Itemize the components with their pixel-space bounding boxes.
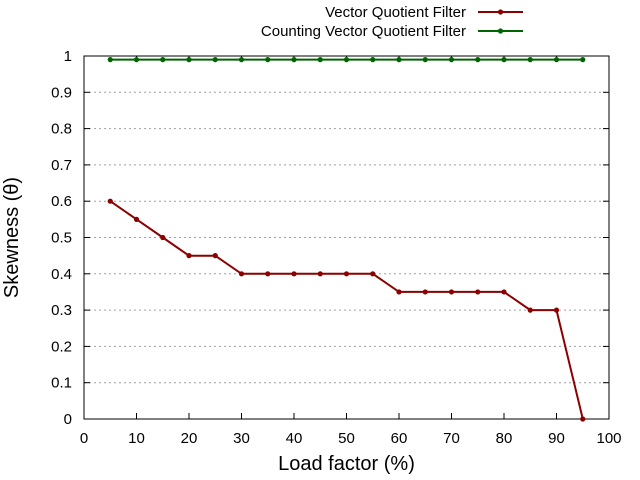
x-tick-label: 40: [286, 430, 303, 447]
data-point: [370, 271, 376, 277]
data-point: [291, 271, 297, 277]
data-point: [186, 253, 192, 259]
y-tick-label: 0: [64, 411, 72, 428]
y-tick-label: 0.4: [51, 266, 72, 283]
data-point: [580, 416, 586, 422]
series-line-1: [109, 200, 584, 420]
data-point: [133, 216, 140, 222]
data-point: [553, 57, 560, 63]
data-point: [107, 57, 113, 63]
data-point: [107, 198, 113, 204]
y-tick-label: 0.5: [51, 230, 72, 247]
data-point: [475, 289, 481, 295]
y-tick-label: 1: [64, 48, 72, 65]
data-point: [160, 57, 166, 63]
data-point: [580, 57, 586, 63]
x-tick-label: 100: [596, 430, 621, 447]
data-point: [238, 57, 245, 63]
data-point: [317, 57, 323, 63]
data-point: [212, 253, 218, 259]
x-tick-label: 50: [338, 430, 355, 447]
data-point: [212, 57, 218, 63]
y-tick-label: 0.9: [51, 84, 72, 101]
y-tick-label: 0.6: [51, 193, 72, 210]
data-point: [396, 57, 402, 63]
y-tick-label: 0.2: [51, 338, 72, 355]
data-point: [265, 271, 271, 277]
data-point: [501, 289, 507, 295]
x-axis-title: Load factor (%): [278, 453, 415, 475]
data-point: [448, 57, 455, 63]
data-point: [370, 57, 376, 63]
y-axis-title: Skewness (θ): [1, 177, 23, 298]
y-tick-label: 0.1: [51, 375, 72, 392]
y-tick-label: 0.8: [51, 121, 72, 138]
data-point: [265, 57, 271, 63]
data-point: [553, 307, 560, 313]
y-tick-label: 0.3: [51, 302, 72, 319]
x-tick-label: 60: [391, 430, 408, 447]
legend-label: Vector Quotient Filter: [325, 4, 466, 21]
x-axis-ticks: 0 10 20 30 40 50 60 70 80 90 100: [80, 56, 622, 447]
data-point: [422, 57, 428, 63]
data-point: [527, 307, 533, 313]
y-tick-label: 0.7: [51, 157, 72, 174]
y-axis-ticks: 0 0.1 0.2 0.3 0.4 0.5 0.6 0.7 0.8 0.9 1: [51, 48, 609, 428]
x-tick-label: 20: [181, 430, 198, 447]
data-point: [186, 57, 192, 63]
x-tick-label: 80: [496, 430, 513, 447]
x-tick-label: 70: [443, 430, 460, 447]
data-point: [422, 289, 428, 295]
x-tick-label: 0: [80, 430, 88, 447]
data-point: [343, 271, 350, 277]
legend-label: Counting Vector Quotient Filter: [261, 23, 466, 40]
data-point: [396, 289, 402, 295]
legend: Vector Quotient Filter Counting Vector Qu…: [261, 4, 523, 40]
data-point: [133, 57, 140, 63]
data-point: [238, 271, 245, 277]
x-tick-label: 30: [233, 430, 250, 447]
legend-swatch-point: [497, 28, 504, 34]
data-point: [475, 57, 481, 63]
legend-swatch-point: [497, 9, 504, 15]
data-point: [527, 57, 533, 63]
series-lines: [107, 57, 586, 422]
data-point: [343, 57, 350, 63]
data-point: [448, 289, 455, 295]
data-point: [501, 57, 507, 63]
x-tick-label: 10: [128, 430, 145, 447]
data-point: [291, 57, 297, 63]
data-point: [160, 234, 166, 241]
data-point: [317, 271, 323, 277]
x-tick-label: 90: [548, 430, 565, 447]
